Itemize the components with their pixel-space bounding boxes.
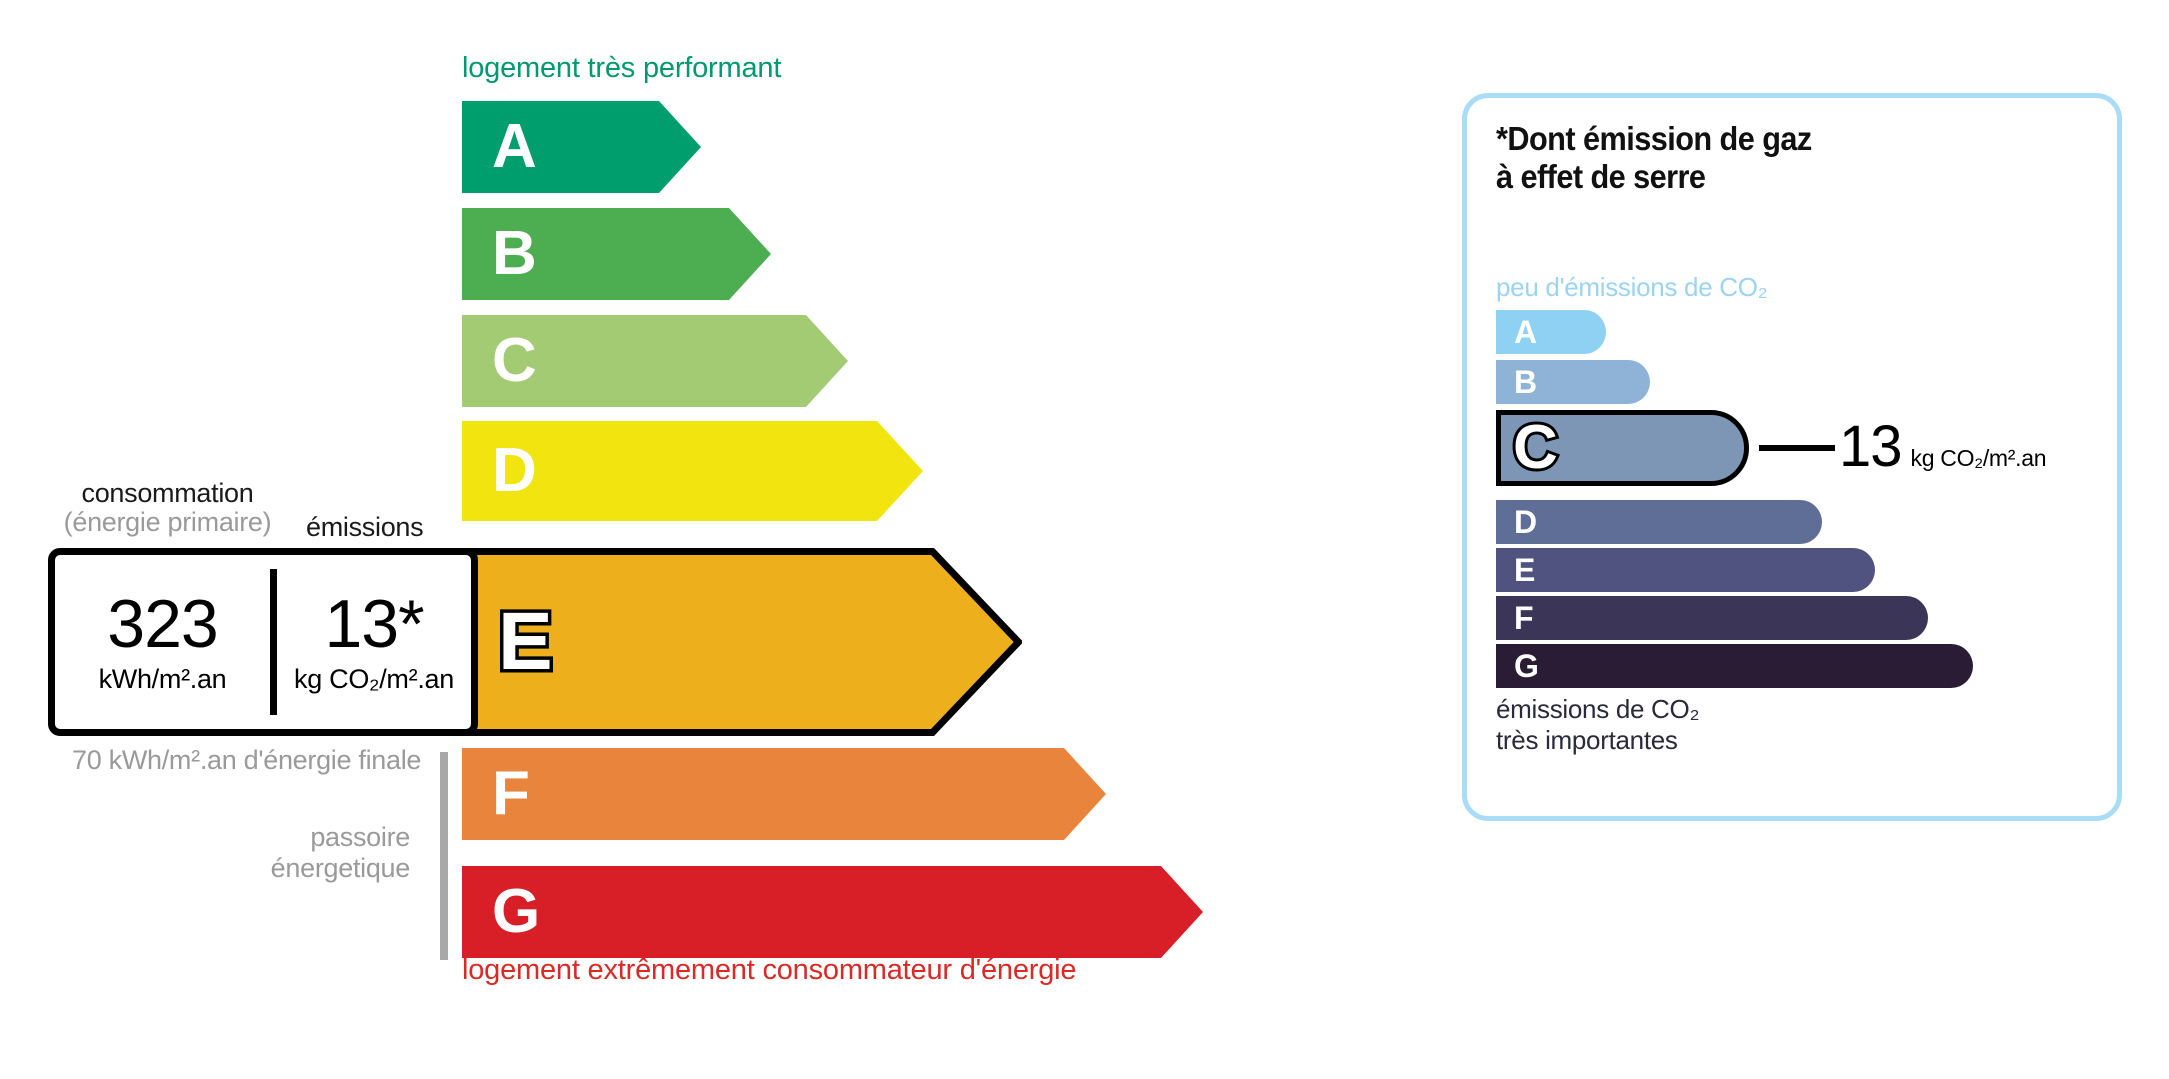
energy-arrow-e: E: [462, 548, 1022, 736]
co2-row-g: G: [1496, 644, 1973, 688]
final-energy-note: 70 kWh/m².an d'énergie finale: [72, 745, 422, 775]
co2-panel: [1462, 93, 2122, 821]
consumption-unit: kWh/m².an: [98, 663, 227, 694]
co2-bottom-label: émissions de CO₂ très importantes: [1496, 694, 1700, 755]
energy-row-g: G: [462, 866, 1203, 958]
energy-arrow-d: D: [462, 421, 923, 521]
scale-top-caption: logement très performant: [462, 52, 782, 84]
co2-panel-title: *Dont émission de gaz à effet de serre: [1496, 120, 1812, 196]
arrow-shape-icon: [462, 315, 848, 407]
co2-top-label: peu d'émissions de CO₂: [1496, 272, 1768, 302]
co2-class-letter-d: D: [1514, 504, 1538, 540]
co2-row-b: B: [1496, 360, 1650, 404]
energy-class-letter-d: D: [492, 436, 537, 505]
energy-row-a: A: [462, 101, 701, 193]
co2-row-d: D: [1496, 500, 1822, 544]
emissions-label: émissions: [306, 512, 424, 542]
energy-row-d: D: [462, 421, 923, 521]
co2-row-a: A: [1496, 310, 1606, 354]
emissions-value-cell: 13* kg CO₂/m².an: [277, 555, 471, 729]
co2-class-letter-a: A: [1514, 314, 1538, 350]
emissions-value: 13*: [324, 585, 424, 662]
energy-row-c: C: [462, 315, 848, 407]
arrow-shape-icon: [462, 748, 1106, 840]
energy-class-letter-f: F: [492, 759, 530, 828]
co2-leader-line: [1759, 445, 1835, 451]
energy-arrow-f: F: [462, 748, 1106, 840]
co2-unit: kg CO₂/m².an: [1910, 445, 2047, 471]
energy-arrow-b: B: [462, 208, 771, 300]
co2-value: 13: [1839, 414, 1903, 479]
arrow-shape-icon: [462, 208, 771, 300]
value-box: 323 kWh/m².an 13* kg CO₂/m².an: [48, 548, 478, 736]
consumption-value-cell: 323 kWh/m².an: [55, 555, 270, 729]
energy-class-letter-b: B: [492, 219, 537, 288]
emissions-unit: kg CO₂/m².an: [294, 663, 454, 694]
co2-class-letter-e: E: [1514, 552, 1536, 588]
co2-row-c: C: [1496, 410, 1749, 486]
consumption-label-sub: (énergie primaire): [63, 507, 272, 538]
consumption-label: consommation (énergie primaire): [60, 478, 275, 538]
co2-class-letter-b: B: [1514, 364, 1538, 400]
consumption-label-main: consommation: [81, 478, 254, 508]
co2-class-letter-c: C: [1510, 413, 1561, 482]
arrow-shape-icon: [462, 866, 1203, 958]
energy-row-b: B: [462, 208, 771, 300]
energy-row-e: E: [462, 548, 1022, 736]
passoire-bracket: [440, 752, 448, 960]
passoire-note: passoire énergetique: [270, 822, 411, 884]
arrow-shape-icon: [462, 421, 923, 521]
co2-row-f: F: [1496, 596, 1928, 640]
co2-class-letter-g: G: [1514, 648, 1539, 684]
arrow-shape-icon: [462, 101, 701, 193]
energy-arrow-g: G: [462, 866, 1203, 958]
co2-class-letter-f: F: [1514, 600, 1534, 636]
energy-row-f: F: [462, 748, 1106, 840]
energy-arrow-a: A: [462, 101, 701, 193]
energy-class-letter-g: G: [492, 877, 541, 946]
energy-class-letter-c: C: [492, 326, 537, 395]
energy-class-letter-e: E: [495, 596, 557, 687]
scale-bottom-caption: logement extrêmement consommateur d'éner…: [462, 954, 1077, 986]
value-box-divider: [270, 569, 277, 715]
consumption-value: 323: [107, 585, 218, 662]
energy-class-letter-a: A: [492, 112, 537, 181]
co2-value-group: 13 kg CO₂/m².an: [1839, 414, 2047, 479]
co2-row-e: E: [1496, 548, 1875, 592]
energy-arrow-c: C: [462, 315, 848, 407]
